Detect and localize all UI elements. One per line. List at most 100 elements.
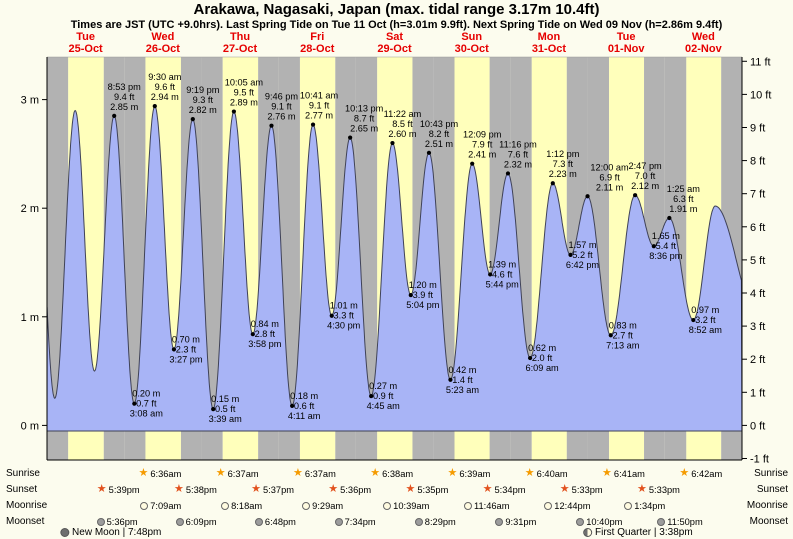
tide-event-label: 0.83 m bbox=[609, 320, 637, 330]
day-header-date: 26-Oct bbox=[145, 43, 180, 55]
tide-event-label: 8:53 pm bbox=[108, 82, 142, 92]
tide-event-label: 6:09 am bbox=[526, 363, 560, 373]
tide-event-label: 8:36 pm bbox=[649, 251, 683, 261]
moonrise-row-label-left: Moonrise bbox=[6, 500, 48, 511]
moonset-time: 9:31pm bbox=[505, 516, 537, 527]
moonrise-entry: 8:18am bbox=[221, 499, 262, 512]
moonset-circle-icon bbox=[414, 517, 423, 526]
tide-event-label: 1.01 m bbox=[330, 301, 358, 311]
moonrise-circle-icon bbox=[140, 501, 149, 510]
tide-event-dot bbox=[190, 117, 195, 122]
tide-event-label: 6:42 pm bbox=[566, 260, 600, 270]
sunrise-star-icon: ★ bbox=[679, 467, 690, 479]
tide-event-label: 8.5 ft bbox=[392, 119, 413, 129]
tide-event-label: 2.0 ft bbox=[532, 353, 553, 363]
moonset-time: 7:34pm bbox=[344, 516, 376, 527]
tide-event-dot bbox=[633, 193, 638, 198]
tide-event-label: 5.4 ft bbox=[656, 241, 677, 251]
tide-event-label: 2.32 m bbox=[504, 159, 532, 169]
tide-event-label: 12:00 am bbox=[590, 162, 629, 172]
day-header-date: 27-Oct bbox=[222, 43, 258, 55]
sunrise-star-icon: ★ bbox=[215, 467, 226, 479]
tide-event-label: 0.84 m bbox=[251, 319, 279, 329]
tide-event-label: 5.2 ft bbox=[572, 250, 593, 260]
tide-event-label: 8.2 ft bbox=[429, 129, 450, 139]
tide-event-dot bbox=[390, 140, 395, 146]
tide-event-label: 4:11 am bbox=[288, 411, 321, 421]
sunset-row-label-right: Sunset bbox=[756, 484, 788, 495]
y-axis-right-label: 8 ft bbox=[750, 156, 765, 168]
tide-event-dot bbox=[408, 292, 413, 298]
tide-event-label: 0.20 m bbox=[132, 389, 160, 399]
tide-event-label: 10:41 am bbox=[300, 91, 339, 101]
tide-event-dot bbox=[269, 123, 274, 128]
moon-phase-label: New Moon | 7:48pm bbox=[72, 527, 162, 538]
y-axis-right-label: 7 ft bbox=[750, 189, 765, 201]
moonrise-entry: 1:34pm bbox=[624, 499, 665, 512]
tide-event-label: 10:43 pm bbox=[420, 119, 459, 129]
tide-event-label: 4:30 pm bbox=[327, 321, 361, 331]
tide-event-label: 9:30 am bbox=[148, 72, 182, 82]
sunset-time: 5:34pm bbox=[494, 484, 526, 495]
moonrise-entry: 9:29am bbox=[302, 499, 343, 512]
day-header: Fri 28-Oct bbox=[275, 31, 359, 55]
tide-event-dot bbox=[231, 109, 236, 114]
moonrise-row-label-right: Moonrise bbox=[746, 500, 788, 511]
tide-event-label: 0.42 m bbox=[448, 365, 476, 375]
tide-event-label: 0.15 m bbox=[211, 394, 239, 404]
moonrise-time: 12:44pm bbox=[554, 500, 591, 511]
moonrise-time: 7:09am bbox=[150, 500, 182, 511]
day-header-date: 30-Oct bbox=[454, 43, 489, 55]
moonset-time: 11:50pm bbox=[667, 516, 703, 527]
sunset-time: 5:37pm bbox=[263, 484, 295, 495]
moonset-entry: 8:29pm bbox=[414, 515, 456, 528]
tide-event-label: 0.97 m bbox=[691, 305, 719, 315]
tide-event-label: 9:19 pm bbox=[186, 85, 220, 95]
moonrise-circle-icon bbox=[221, 501, 230, 510]
day-header-weekday: Tue bbox=[616, 31, 636, 43]
tide-event-label: 7:13 am bbox=[606, 340, 640, 350]
sunset-star-icon: ★ bbox=[251, 483, 261, 495]
sunset-time: 5:33pm bbox=[648, 484, 680, 495]
sunset-entry: ★ 5:38pm bbox=[174, 483, 217, 496]
moonset-row-label-left: Moonset bbox=[6, 516, 45, 527]
tide-event-label: 2.77 m bbox=[305, 111, 333, 121]
tide-event-label: 0.70 m bbox=[172, 334, 200, 344]
sunrise-entry: ★ 6:37am bbox=[216, 467, 259, 480]
sunset-star-icon: ★ bbox=[637, 483, 647, 495]
y-axis-right-label: 2 ft bbox=[750, 354, 765, 366]
tide-event-label: 3:27 pm bbox=[169, 354, 203, 364]
day-header: Tue 01-Nov bbox=[584, 31, 668, 55]
tide-event-label: 0.9 ft bbox=[373, 391, 394, 401]
tide-event-label: 2.12 m bbox=[631, 181, 659, 191]
tide-event-dot bbox=[691, 317, 696, 323]
tide-event-label: 3:58 pm bbox=[248, 339, 282, 349]
sunrise-star-icon: ★ bbox=[292, 467, 303, 479]
tide-event-dot bbox=[505, 171, 511, 176]
sunrise-row-label-right: Sunrise bbox=[754, 468, 788, 479]
day-header-weekday: Tue bbox=[76, 31, 95, 43]
tide-event-label: 0.6 ft bbox=[294, 401, 315, 411]
tide-event-dot bbox=[528, 355, 533, 361]
moonrise-circle-icon bbox=[624, 501, 633, 510]
tide-event-label: 1.91 m bbox=[669, 204, 697, 214]
day-header-date: 02-Nov bbox=[685, 43, 722, 55]
tide-event-label: 9.5 ft bbox=[234, 88, 255, 98]
y-axis-left-label: 0 m bbox=[21, 420, 39, 432]
y-axis-right-label: 5 ft bbox=[750, 255, 765, 267]
sunset-entry: ★ 5:33pm bbox=[560, 483, 603, 496]
tide-event-label: 6.3 ft bbox=[673, 194, 694, 204]
tide-event-dot bbox=[585, 194, 590, 199]
tide-event-dot bbox=[550, 181, 555, 186]
moonset-time: 6:09pm bbox=[185, 516, 217, 527]
sunset-star-icon: ★ bbox=[173, 483, 184, 495]
day-header: Thu 27-Oct bbox=[198, 31, 282, 55]
y-axis-right-label: 4 ft bbox=[750, 288, 765, 300]
y-axis-right-label: 3 ft bbox=[750, 321, 765, 333]
tide-event-label: 2.11 m bbox=[596, 182, 624, 192]
tide-event-label: 2.7 ft bbox=[613, 330, 634, 340]
sunset-time: 5:38pm bbox=[185, 484, 217, 495]
tide-event-label: 5:23 am bbox=[446, 385, 480, 395]
tide-event-label: 8:52 am bbox=[689, 325, 723, 335]
sunset-entry: ★ 5:37pm bbox=[251, 483, 294, 496]
